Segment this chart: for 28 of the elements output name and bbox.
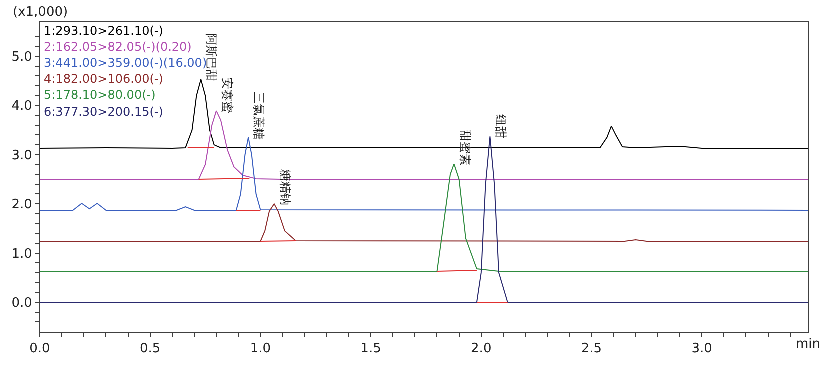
x-tick-label: 3.0 — [692, 342, 712, 357]
text: 2:162.05>82.05(-)(0.20) — [44, 40, 192, 54]
text: 0.0 — [30, 342, 50, 357]
annotation: 糖精钠 — [278, 170, 292, 206]
y-tick-label: 3.0 — [12, 148, 32, 164]
annotation: 三氯蔗糖 — [252, 92, 266, 140]
annotation: 安赛蜜 — [220, 78, 235, 114]
annotation: 甜蜜素 — [458, 130, 472, 166]
text: 4:182.00>106.00(-) — [44, 72, 164, 86]
y-tick-label: 4.0 — [12, 99, 32, 114]
text: 6:377.30>200.15(-) — [44, 105, 164, 119]
annotation: 纽甜 — [494, 114, 508, 138]
y-tick-label: 0.0 — [12, 296, 32, 312]
x-tick-label: 0.5 — [140, 342, 161, 357]
y-tick-label: 1.0 — [12, 246, 32, 262]
x-axis-title: min — [796, 337, 821, 352]
x-tick-label: 2.0 — [471, 342, 492, 357]
text: 3:441.00>359.00(-)(16.00) — [44, 56, 208, 70]
line-series — [40, 164, 808, 272]
x-tick-label: 2.5 — [581, 342, 602, 357]
x-tick-label: 1.0 — [250, 342, 272, 357]
text: 5:178.10>80.00(-) — [44, 88, 156, 102]
y-axis-title: (x1,000) — [13, 5, 68, 20]
x-tick-label: 1.5 — [360, 342, 382, 357]
y-tick-label: 2.0 — [12, 198, 32, 213]
text: 1:293.10>261.10(-) — [44, 24, 164, 38]
line-series — [40, 204, 808, 242]
y-tick-label: 5.0 — [12, 50, 32, 65]
